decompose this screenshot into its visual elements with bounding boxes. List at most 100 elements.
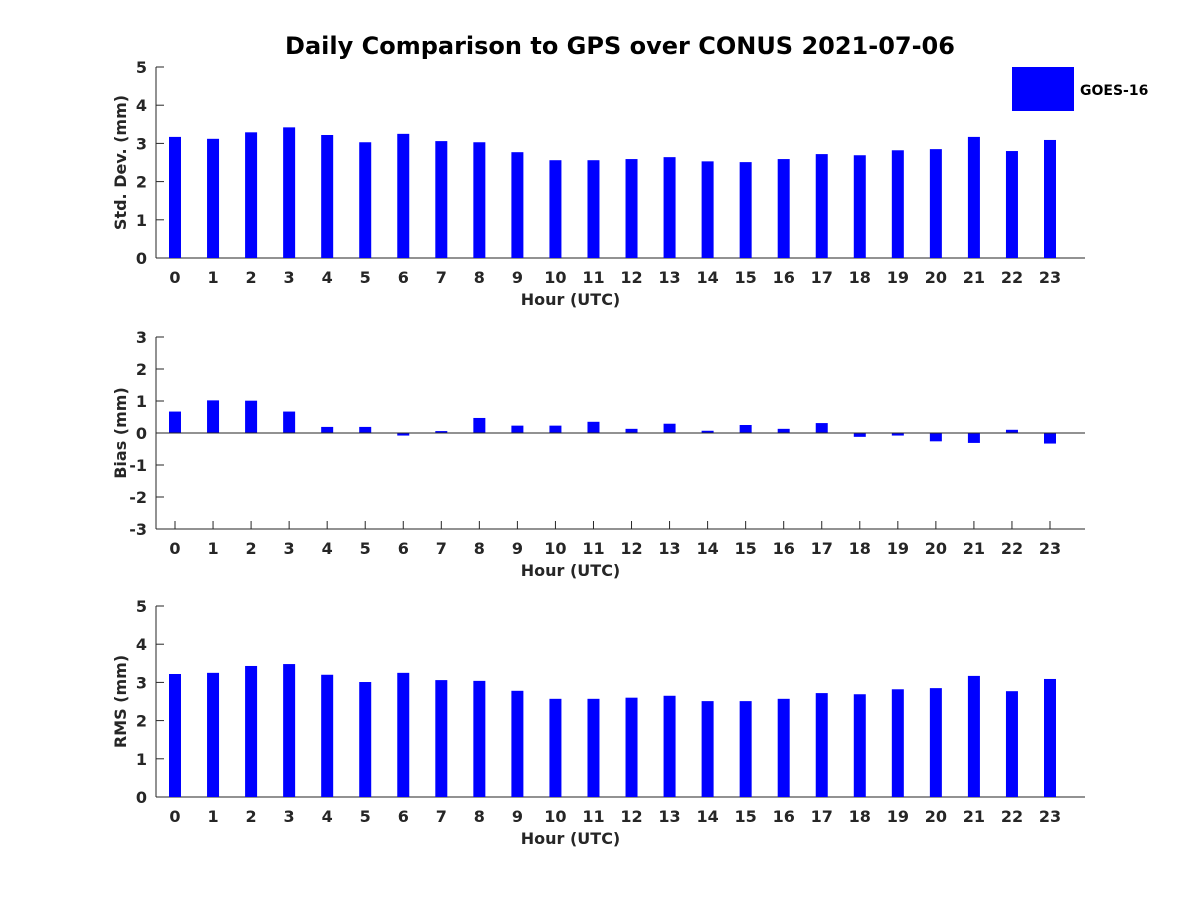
- x-tick-label-bias: 13: [658, 539, 680, 558]
- y-tick-label-stddev: 3: [136, 134, 147, 153]
- x-tick-label-bias: 22: [1001, 539, 1023, 558]
- bar-bias-22: [1005, 429, 1018, 433]
- bar-rms-23: [1044, 678, 1056, 797]
- bar-stddev-15: [739, 162, 752, 258]
- y-tick-label-rms: 0: [136, 788, 147, 807]
- bar-stddev-4: [321, 134, 334, 258]
- bar-rms-10: [549, 698, 562, 797]
- x-tick-label-stddev: 0: [169, 268, 180, 287]
- x-tick-label-rms: 16: [773, 807, 795, 826]
- y-tick-label-bias: 1: [136, 392, 147, 411]
- bar-stddev-9: [511, 152, 524, 258]
- x-tick-label-bias: 1: [207, 539, 218, 558]
- y-tick-label-stddev: 2: [136, 173, 147, 192]
- bar-rms-6: [397, 672, 410, 797]
- x-tick-label-stddev: 16: [773, 268, 795, 287]
- bar-bias-18: [853, 433, 866, 437]
- bar-bias-12: [625, 428, 638, 433]
- bar-stddev-16: [777, 159, 790, 258]
- x-tick-label-bias: 3: [284, 539, 295, 558]
- x-tick-label-stddev: 9: [512, 268, 523, 287]
- x-tick-label-stddev: 10: [544, 268, 566, 287]
- bar-bias-5: [359, 426, 372, 433]
- y-tick-label-rms: 5: [136, 597, 147, 616]
- x-axis-label-rms: Hour (UTC): [521, 829, 621, 848]
- bar-stddev-19: [891, 150, 904, 258]
- y-axis-label-bias: Bias (mm): [111, 387, 130, 479]
- bar-rms-15: [739, 701, 752, 797]
- x-tick-label-rms: 23: [1039, 807, 1061, 826]
- x-tick-label-bias: 6: [398, 539, 409, 558]
- y-tick-label-bias: 3: [136, 328, 147, 347]
- x-tick-label-bias: 8: [474, 539, 485, 558]
- x-tick-label-rms: 5: [360, 807, 371, 826]
- legend: GOES-16: [1012, 67, 1148, 111]
- x-tick-label-bias: 20: [925, 539, 947, 558]
- x-tick-label-stddev: 21: [963, 268, 985, 287]
- x-tick-label-stddev: 17: [811, 268, 833, 287]
- x-tick-label-rms: 9: [512, 807, 523, 826]
- x-tick-label-rms: 3: [284, 807, 295, 826]
- x-tick-label-stddev: 8: [474, 268, 485, 287]
- x-tick-label-stddev: 11: [582, 268, 604, 287]
- bar-bias-15: [739, 425, 752, 433]
- bar-bias-21: [967, 433, 980, 443]
- x-tick-label-rms: 6: [398, 807, 409, 826]
- x-tick-label-stddev: 12: [620, 268, 642, 287]
- x-tick-label-bias: 10: [544, 539, 566, 558]
- bar-bias-11: [587, 421, 600, 433]
- bar-rms-4: [321, 674, 334, 797]
- x-tick-label-stddev: 7: [436, 268, 447, 287]
- bar-rms-8: [473, 680, 486, 797]
- bar-rms-1: [207, 672, 220, 797]
- bar-rms-14: [701, 701, 714, 797]
- bar-rms-0: [169, 673, 181, 797]
- bar-bias-3: [283, 411, 296, 433]
- bar-stddev-10: [549, 160, 562, 258]
- x-tick-label-stddev: 14: [696, 268, 718, 287]
- x-tick-label-stddev: 1: [207, 268, 218, 287]
- bar-bias-9: [511, 425, 524, 433]
- y-tick-label-bias: -1: [129, 456, 147, 475]
- x-tick-label-rms: 18: [849, 807, 871, 826]
- x-tick-label-rms: 4: [322, 807, 333, 826]
- y-tick-label-rms: 3: [136, 673, 147, 692]
- bar-bias-7: [435, 431, 448, 433]
- bar-rms-3: [283, 664, 296, 797]
- x-tick-label-rms: 0: [169, 807, 180, 826]
- bar-stddev-8: [473, 142, 486, 258]
- x-tick-label-bias: 17: [811, 539, 833, 558]
- bar-bias-20: [929, 433, 942, 442]
- bar-bias-2: [245, 400, 258, 433]
- bar-stddev-5: [359, 142, 372, 258]
- x-tick-label-stddev: 13: [658, 268, 680, 287]
- x-axis-label-stddev: Hour (UTC): [521, 290, 621, 309]
- bar-stddev-6: [397, 133, 410, 258]
- bar-rms-18: [853, 694, 866, 797]
- y-tick-label-bias: 0: [136, 424, 147, 443]
- x-axis-label-bias: Hour (UTC): [521, 561, 621, 580]
- bar-rms-2: [245, 665, 258, 797]
- x-tick-label-bias: 16: [773, 539, 795, 558]
- x-tick-label-rms: 22: [1001, 807, 1023, 826]
- bar-stddev-12: [625, 159, 638, 258]
- bar-rms-9: [511, 690, 524, 797]
- x-tick-label-stddev: 19: [887, 268, 909, 287]
- x-tick-label-stddev: 23: [1039, 268, 1061, 287]
- x-tick-label-stddev: 5: [360, 268, 371, 287]
- bar-rms-12: [625, 697, 638, 797]
- legend-label-goes-16: GOES-16: [1080, 83, 1148, 99]
- x-tick-label-stddev: 6: [398, 268, 409, 287]
- y-tick-label-bias: 2: [136, 360, 147, 379]
- bar-bias-6: [397, 433, 410, 436]
- x-tick-label-rms: 21: [963, 807, 985, 826]
- bar-rms-5: [359, 682, 372, 797]
- x-tick-label-rms: 8: [474, 807, 485, 826]
- bar-rms-13: [663, 695, 676, 797]
- y-tick-label-rms: 2: [136, 712, 147, 731]
- y-axis-label-stddev: Std. Dev. (mm): [111, 95, 130, 230]
